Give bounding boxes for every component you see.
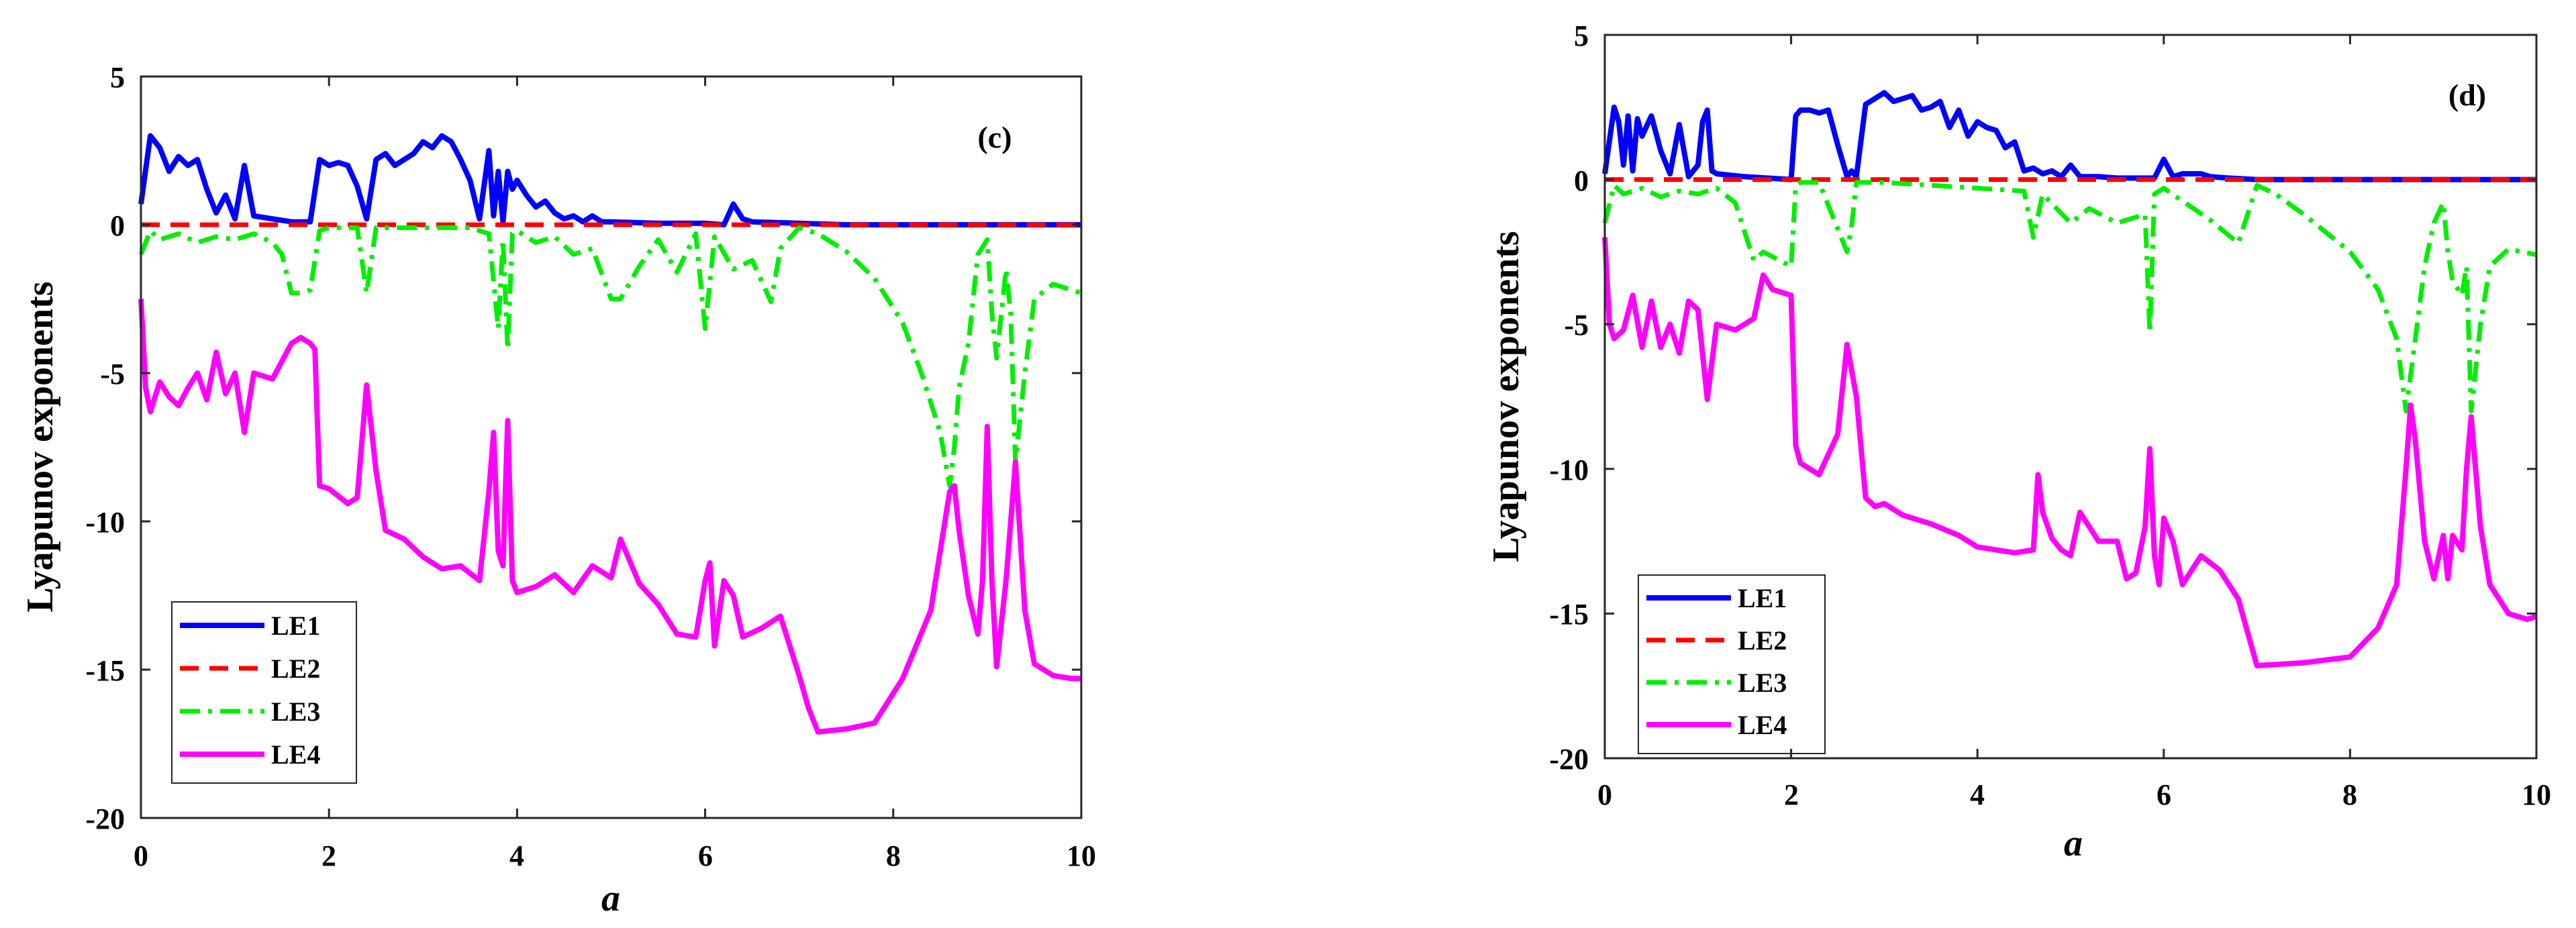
y-tick-label: -10 xyxy=(1549,454,1589,486)
y-tick-label: -10 xyxy=(85,506,125,539)
axes-frame xyxy=(1603,34,2538,760)
y-tick-label: 0 xyxy=(1574,164,1589,197)
legend: LE1 LE2 LE3 LE4 xyxy=(1638,574,1826,754)
x-tick-label: 0 xyxy=(1597,778,1612,811)
x-tick-label: 2 xyxy=(1784,778,1799,811)
y-tick-label: -20 xyxy=(1549,743,1589,776)
legend: LE1 LE2 LE3 LE4 xyxy=(171,601,357,784)
legend-label: LE1 xyxy=(1738,583,1787,613)
y-tick-label: 5 xyxy=(110,61,125,94)
x-tick-label: 8 xyxy=(886,839,901,872)
x-axis-label: a xyxy=(601,878,620,919)
chart-panel-c: 5 0 -5 -10 -15 -20 0 2 4 6 8 10 Lyapunov… xyxy=(19,61,1096,919)
y-tick-label: -5 xyxy=(100,358,125,391)
legend-label: LE1 xyxy=(271,611,320,641)
x-tick-label: 0 xyxy=(134,839,148,872)
legend-label: LE2 xyxy=(271,654,320,684)
series-line-le3 xyxy=(1602,180,2537,414)
y-tick-label: 5 xyxy=(1574,19,1589,52)
y-tick-label: -15 xyxy=(85,654,125,687)
y-tick-label: -5 xyxy=(1564,309,1589,342)
x-tick-labels: 0 2 4 6 8 10 xyxy=(1597,778,2551,811)
x-tick-label: 4 xyxy=(1970,778,1985,811)
y-tick-label: -15 xyxy=(1549,598,1589,631)
legend-label: LE2 xyxy=(1738,625,1787,656)
legend-label: LE3 xyxy=(1738,668,1787,698)
panel-label: (c) xyxy=(977,120,1011,154)
x-tick-label: 8 xyxy=(2342,778,2357,811)
legend-label: LE4 xyxy=(1738,710,1787,740)
series-line-le4 xyxy=(1602,237,2538,668)
y-tick-label: -20 xyxy=(85,803,125,835)
y-tick-labels: 5 0 -5 -10 -15 -20 xyxy=(85,61,125,835)
series-line-le3 xyxy=(138,225,1083,488)
x-tick-label: 2 xyxy=(321,839,336,872)
series-line-le1 xyxy=(138,133,1081,227)
legend-label: LE4 xyxy=(271,739,320,770)
legend-label: LE3 xyxy=(271,697,320,727)
x-tick-label: 6 xyxy=(698,839,713,872)
y-tick-labels: 5 0 -5 -10 -15 -20 xyxy=(1549,19,1589,776)
axes-frame xyxy=(140,75,1083,819)
y-axis-label: Lyapunov exponents xyxy=(19,281,61,612)
y-tick-label: 0 xyxy=(110,209,125,242)
y-axis-label: Lyapunov exponents xyxy=(1485,231,1527,562)
x-tick-label: 6 xyxy=(2157,778,2171,811)
panel-label: (d) xyxy=(2448,78,2486,112)
x-tick-label: 4 xyxy=(509,839,524,872)
x-tick-labels: 0 2 4 6 8 10 xyxy=(134,839,1096,872)
x-tick-label: 10 xyxy=(2522,778,2551,811)
series-layer xyxy=(1602,90,2538,668)
chart-panel-d: 5 0 -5 -10 -15 -20 0 2 4 6 8 10 Lyapunov… xyxy=(1485,19,2551,864)
x-axis-label: a xyxy=(2064,823,2083,864)
tick-marks xyxy=(1603,34,2538,760)
x-tick-label: 10 xyxy=(1067,839,1096,872)
tick-marks xyxy=(140,75,1083,819)
series-layer xyxy=(138,133,1083,735)
series-line-le4 xyxy=(138,299,1081,735)
